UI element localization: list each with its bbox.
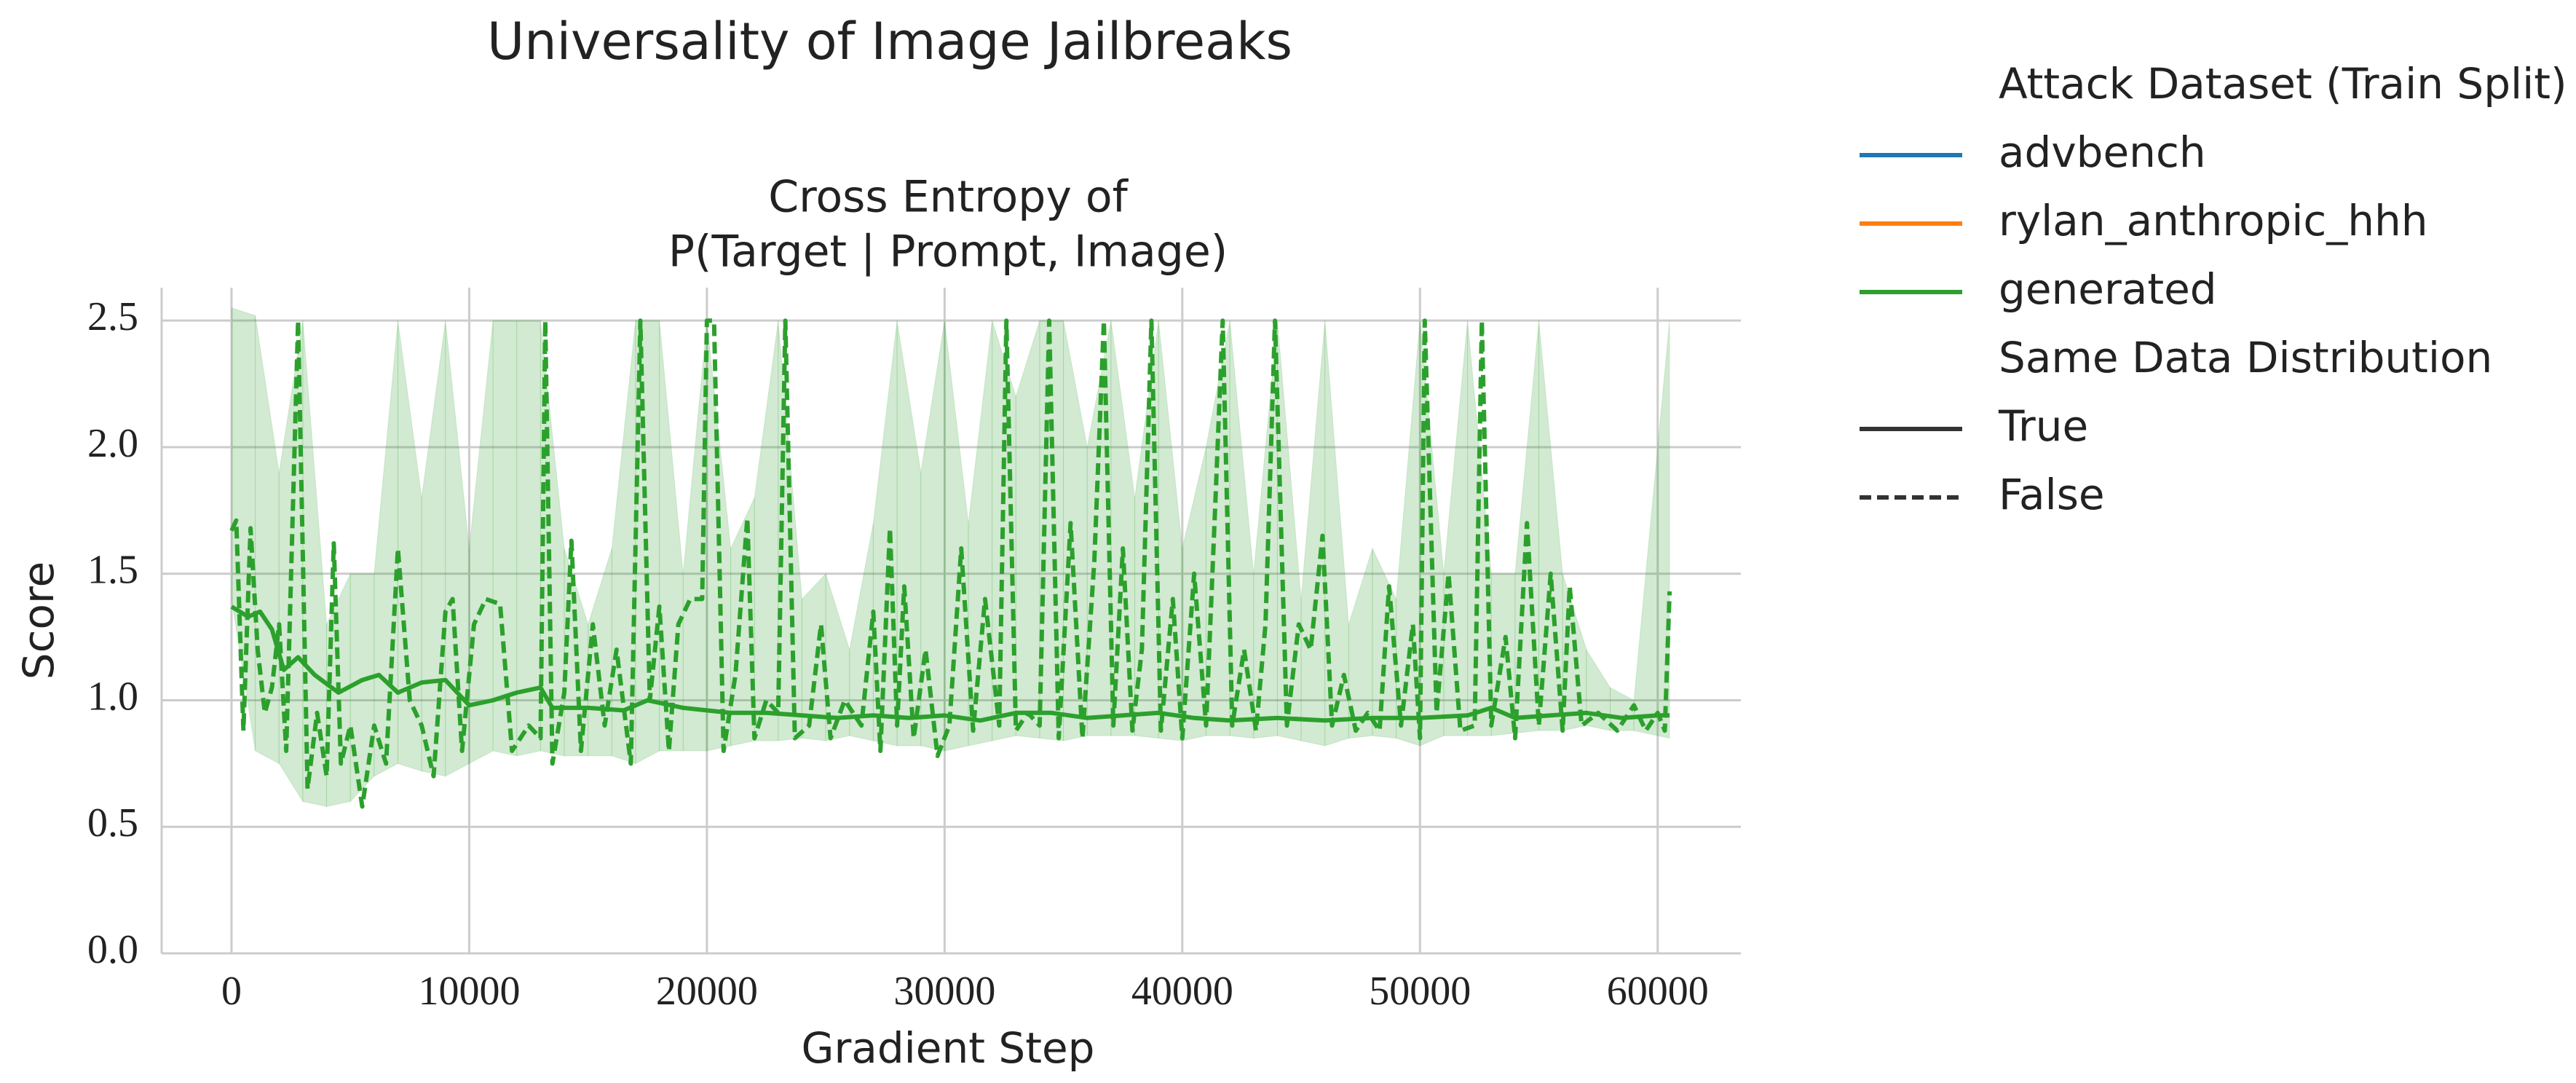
series-line [229,318,1672,809]
confidence-band [872,320,898,747]
confidence-band [1015,320,1040,739]
confidence-band [398,320,422,772]
confidence-band [1633,320,1670,739]
confidence-band [588,548,612,757]
confidence-band [492,320,518,757]
confidence-band [1609,687,1635,731]
legend-label: generated [1999,264,2217,314]
confidence-band [968,320,993,747]
subtitle: P(Target | Prompt, Image) [668,227,1228,277]
x-tick-label: 0 [221,969,242,1014]
confidence-band [754,320,779,741]
y-tick-label: 0.5 [87,800,138,846]
confidence-band [255,315,280,765]
confidence-band [516,320,541,757]
subtitle: Cross Entropy of [768,172,1129,223]
confidence-band [445,320,470,777]
confidence-band [421,320,446,777]
confidence-band [1063,320,1088,741]
y-axis-label: Score [14,562,63,680]
confidence-band [468,320,494,765]
x-axis-label: Gradient Step [802,1023,1095,1073]
x-tick-label: 40000 [1131,969,1233,1014]
x-tick-label: 20000 [656,969,758,1014]
confidence-band [1443,320,1469,736]
legend-label: True [1998,401,2088,451]
y-tick-label: 1.5 [87,548,138,593]
legend-label: rylan_anthropic_hhh [1999,196,2428,245]
x-tick-label: 60000 [1607,969,1709,1014]
series-line [230,604,1670,723]
legend-label: False [1999,470,2105,519]
x-tick-label: 50000 [1369,969,1471,1014]
confidence-band [349,573,375,803]
confidence-band [231,307,256,752]
confidence-band [1586,648,1611,731]
confidence-band [944,320,969,752]
y-tick-label: 2.5 [87,294,138,339]
y-tick-label: 0.0 [87,927,138,972]
chart-title: Universality of Image Jailbreaks [487,12,1292,71]
x-tick-label: 10000 [418,969,520,1014]
legend-title: Same Data Distribution [1999,333,2492,382]
y-tick-label: 2.0 [87,421,138,466]
legend-label: advbench [1999,127,2206,177]
legend-title: Attack Dataset (Train Split) [1999,59,2567,109]
x-tick-label: 30000 [893,969,995,1014]
confidence-band [730,497,755,747]
confidence-band [1300,320,1326,747]
confidence-band [801,572,826,741]
confidence-band [374,320,399,777]
y-tick-label: 1.0 [87,674,138,719]
confidence-band [682,320,708,752]
confidence-band [920,320,945,752]
